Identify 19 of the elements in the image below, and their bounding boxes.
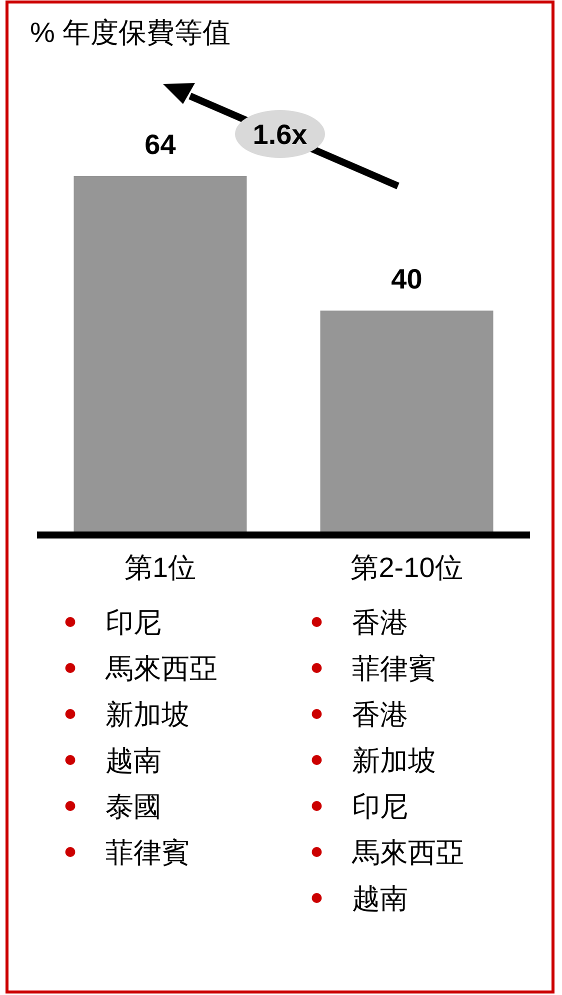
text: 菲律賓: [352, 653, 436, 684]
text: 越南: [352, 883, 408, 914]
text: 印尼: [105, 607, 162, 638]
text: 新加坡: [352, 745, 436, 776]
data-label: 64: [144, 129, 176, 160]
text: 印尼: [352, 791, 408, 822]
text: 馬來西亞: [350, 837, 464, 868]
text: 越南: [105, 745, 162, 776]
x-tick-label: 第1位: [124, 552, 196, 583]
text: 1.6x: [252, 119, 308, 150]
text: 香港: [352, 607, 408, 638]
text: 新加坡: [105, 699, 190, 730]
text: 香港: [352, 699, 408, 730]
data-label: 40: [391, 264, 422, 295]
x-tick-label: 第2-10位: [350, 552, 463, 583]
text: 泰國: [105, 791, 162, 822]
text: 菲律賓: [105, 837, 190, 868]
text: 馬來西亞: [104, 653, 218, 684]
chart-title: % 年度保費等值: [30, 17, 231, 48]
